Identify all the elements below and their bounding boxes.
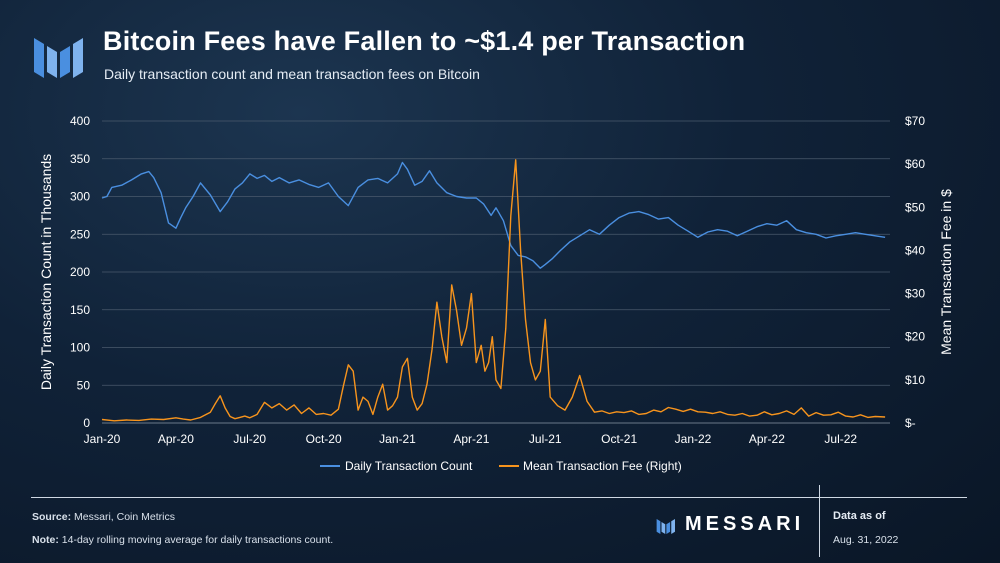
messari-brand-icon xyxy=(656,518,675,534)
y-tick-label: 200 xyxy=(70,265,90,279)
note-text: 14-day rolling moving average for daily … xyxy=(61,534,334,546)
data-as-of-date: Aug. 31, 2022 xyxy=(833,534,899,546)
source-line: Source: Messari, Coin Metrics xyxy=(32,511,175,523)
source-text: Messari, Coin Metrics xyxy=(74,511,175,523)
y2-tick-label: $50 xyxy=(905,200,925,214)
y-tick-label: 100 xyxy=(70,341,90,355)
y-tick-label: 250 xyxy=(70,227,90,241)
series-line-transaction-count xyxy=(101,161,886,269)
footer-divider xyxy=(31,497,967,498)
page-title: Bitcoin Fees have Fallen to ~$1.4 per Tr… xyxy=(103,26,746,56)
x-tick-label: Jul-20 xyxy=(233,432,266,446)
y-tick-label: 350 xyxy=(70,152,90,166)
y2-tick-label: $40 xyxy=(905,243,925,257)
footer-vertical-divider xyxy=(819,485,820,557)
y-tick-label: 150 xyxy=(70,303,90,317)
y-tick-label: 300 xyxy=(70,190,90,204)
x-tick-label: Apr-20 xyxy=(158,432,194,446)
x-tick-label: Apr-22 xyxy=(749,432,785,446)
data-as-of-label: Data as of xyxy=(833,510,886,522)
note-line: Note: 14-day rolling moving average for … xyxy=(32,534,333,546)
note-label: Note: xyxy=(32,534,59,546)
x-tick-label: Oct-20 xyxy=(306,432,342,446)
y2-tick-label: $60 xyxy=(905,157,925,171)
y2-tick-label: $20 xyxy=(905,330,925,344)
y-tick-label: 0 xyxy=(83,416,90,430)
y2-tick-label: $30 xyxy=(905,287,925,301)
y2-tick-label: $70 xyxy=(905,114,925,128)
chart: 0 50 100 150 200 250 300 350 400 $- $10 $20 $30 $40 $5… xyxy=(38,114,954,473)
y-tick-label: 400 xyxy=(70,114,90,128)
page-subtitle: Daily transaction count and mean transac… xyxy=(104,66,480,82)
x-tick-label: Apr-21 xyxy=(453,432,489,446)
series-line-mean-fee xyxy=(101,159,886,422)
y2-tick-label: $- xyxy=(905,416,916,430)
source-label: Source: xyxy=(32,511,72,523)
x-tick-label: Jan-20 xyxy=(84,432,121,446)
legend-label-mean-fee: Mean Transaction Fee (Right) xyxy=(523,459,682,473)
messari-brand: MESSARI xyxy=(655,513,804,536)
y-tick-label: 50 xyxy=(77,378,91,392)
y-axis-label: Daily Transaction Count in Thousands xyxy=(38,154,54,390)
x-tick-label: Jul-22 xyxy=(824,432,857,446)
y2-axis-label: Mean Transaction Fee in $ xyxy=(938,189,954,355)
y2-tick-label: $10 xyxy=(905,373,925,387)
x-tick-label: Jan-22 xyxy=(675,432,712,446)
x-tick-label: Jul-21 xyxy=(529,432,562,446)
legend-label-transaction-count: Daily Transaction Count xyxy=(345,459,473,473)
x-tick-label: Oct-21 xyxy=(601,432,637,446)
x-tick-label: Jan-21 xyxy=(379,432,416,446)
messari-logo-icon xyxy=(34,38,83,78)
brand-name: MESSARI xyxy=(685,513,805,535)
